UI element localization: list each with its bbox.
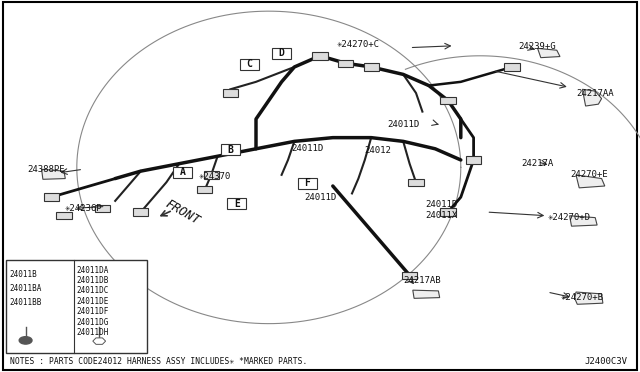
Bar xyxy=(240,59,259,70)
Bar xyxy=(440,208,456,216)
Bar xyxy=(338,60,353,67)
Text: D: D xyxy=(278,48,285,58)
Bar xyxy=(221,144,240,155)
Bar xyxy=(44,193,59,201)
Text: 24217AA: 24217AA xyxy=(577,89,614,97)
Text: 24217AB: 24217AB xyxy=(404,276,441,285)
Bar xyxy=(6,260,147,353)
Text: ✳24236P: ✳24236P xyxy=(65,204,102,213)
Text: ✳24270+D: ✳24270+D xyxy=(548,213,591,222)
Bar xyxy=(466,156,481,164)
Bar xyxy=(440,97,456,104)
Text: 24011D: 24011D xyxy=(291,144,323,153)
Text: A: A xyxy=(179,167,186,177)
Bar xyxy=(56,212,72,219)
Bar xyxy=(223,89,238,97)
Text: 24011DG: 24011DG xyxy=(77,318,109,327)
Polygon shape xyxy=(576,175,605,188)
Text: 24011X: 24011X xyxy=(426,211,458,220)
Bar xyxy=(173,167,192,178)
Text: 24011DF: 24011DF xyxy=(77,307,109,316)
Text: 24011DE: 24011DE xyxy=(77,297,109,306)
Polygon shape xyxy=(582,89,602,106)
Text: FRONT: FRONT xyxy=(163,197,202,227)
Bar xyxy=(223,145,238,153)
Bar xyxy=(133,208,148,216)
Text: 24388PE: 24388PE xyxy=(28,165,65,174)
Text: E: E xyxy=(234,199,240,209)
Polygon shape xyxy=(93,338,106,344)
Bar xyxy=(312,52,328,60)
Polygon shape xyxy=(575,292,603,304)
Text: F: F xyxy=(304,179,310,188)
Text: 24011BA: 24011BA xyxy=(10,284,42,293)
Text: 24011DA: 24011DA xyxy=(77,266,109,275)
Bar xyxy=(272,48,291,59)
Text: J2400C3V: J2400C3V xyxy=(584,357,627,366)
Circle shape xyxy=(19,337,32,344)
Bar xyxy=(408,179,424,186)
Bar xyxy=(227,198,246,209)
Text: NOTES : PARTS CODE24012 HARNESS ASSY INCLUDES✳ *MARKED PARTS.: NOTES : PARTS CODE24012 HARNESS ASSY INC… xyxy=(10,357,307,366)
Bar xyxy=(298,178,317,189)
Polygon shape xyxy=(413,290,440,298)
Text: 24011D: 24011D xyxy=(426,200,458,209)
Text: B: B xyxy=(227,145,234,155)
Text: 24011DH: 24011DH xyxy=(77,328,109,337)
Text: 24239+G: 24239+G xyxy=(519,42,556,51)
Text: 24011DB: 24011DB xyxy=(77,276,109,285)
Text: C: C xyxy=(246,60,253,69)
Text: 24011D: 24011D xyxy=(387,120,419,129)
Text: 24011B: 24011B xyxy=(10,270,37,279)
Bar xyxy=(95,205,110,212)
Text: 24012: 24012 xyxy=(364,146,391,155)
Text: 24217A: 24217A xyxy=(522,159,554,168)
Text: 24011BB: 24011BB xyxy=(10,298,42,307)
Polygon shape xyxy=(570,216,597,226)
Text: ✳24270+B: ✳24270+B xyxy=(561,293,604,302)
Polygon shape xyxy=(538,48,560,58)
Bar xyxy=(402,272,417,279)
Bar xyxy=(197,186,212,193)
Bar xyxy=(504,63,520,71)
Text: ✳24370: ✳24370 xyxy=(198,172,230,181)
Polygon shape xyxy=(42,169,65,179)
Text: 24011DC: 24011DC xyxy=(77,286,109,295)
Text: ✳24270+C: ✳24270+C xyxy=(337,40,380,49)
Text: 24270+E: 24270+E xyxy=(570,170,607,179)
Bar xyxy=(204,171,219,179)
Bar xyxy=(364,63,379,71)
Text: 24011D: 24011D xyxy=(304,193,336,202)
